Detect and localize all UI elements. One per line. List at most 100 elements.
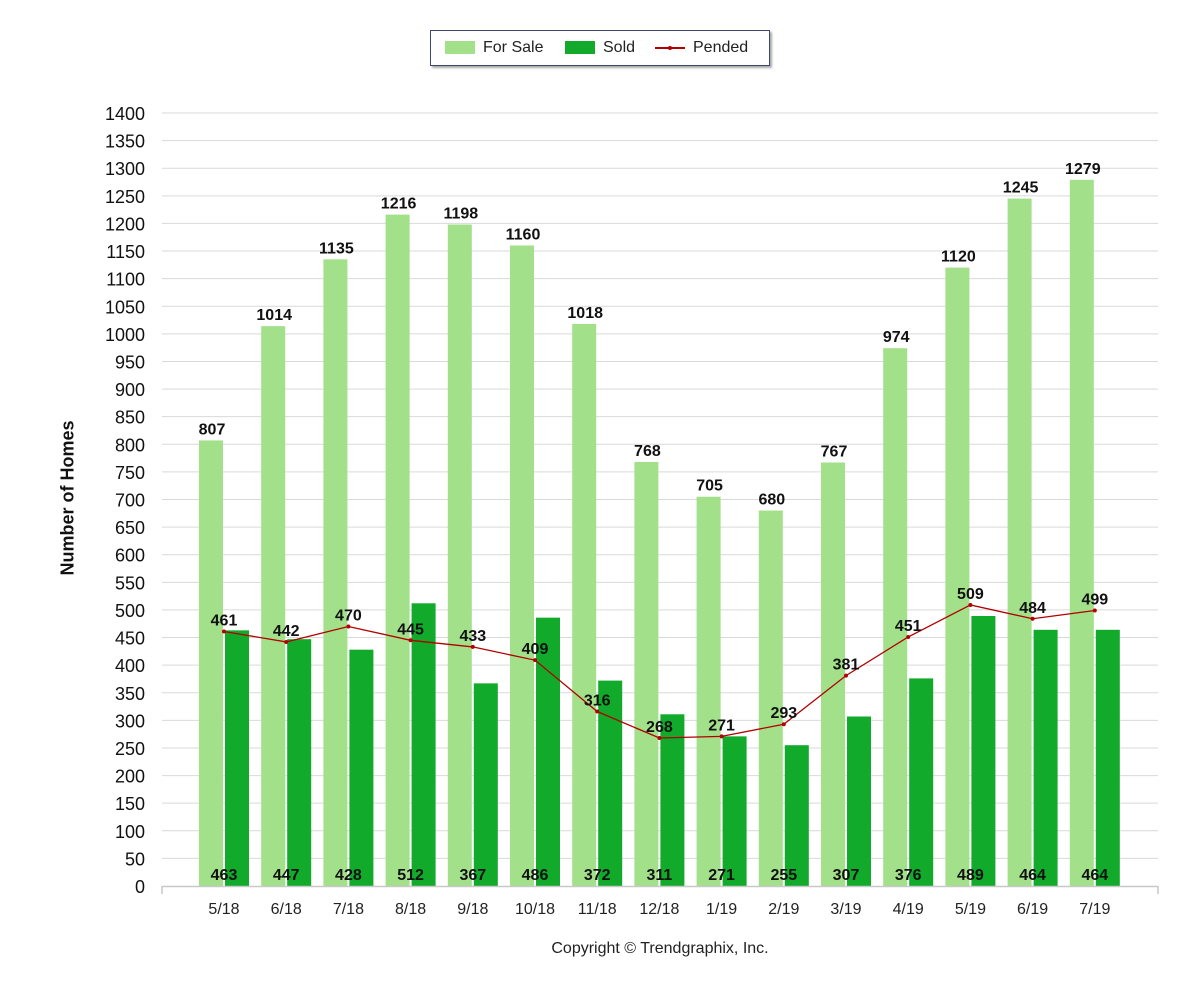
x-tick-label: 3/19 [830,901,861,918]
legend-swatch-pended [655,41,685,54]
bar-for-sale [199,440,223,886]
point-pended [1092,608,1097,613]
point-pended [346,624,351,629]
bar-for-sale [1007,198,1032,886]
y-tick-label: 650 [115,518,145,538]
x-tick-label: 4/19 [893,901,924,918]
y-tick-label: 700 [115,491,145,511]
data-label-for-sale: 974 [883,329,910,346]
y-tick-label: 250 [115,739,145,759]
data-label-pended: 461 [211,612,238,629]
data-label-for-sale: 1279 [1065,161,1101,178]
bar-for-sale [634,461,659,886]
bar-sold [784,745,809,886]
data-label-pended: 409 [522,641,549,658]
data-label-for-sale: 1135 [319,240,354,257]
bar-for-sale [323,259,348,886]
y-tick-label: 800 [115,435,145,455]
y-tick-label: 1150 [106,242,145,262]
data-label-for-sale: 1014 [256,307,292,324]
data-label-sold: 367 [459,867,486,884]
data-label-sold: 255 [770,867,797,884]
point-pended [781,722,786,727]
x-tick-label: 7/19 [1079,901,1110,918]
bar-sold [411,603,436,886]
bar-sold [660,714,685,886]
bar-sold [598,680,623,886]
data-label-sold: 307 [833,867,860,884]
y-tick-label: 600 [115,546,145,566]
line-layer [222,602,1097,741]
bar-for-sale [261,326,286,886]
legend: For Sale Sold Pended [430,30,770,66]
bar-for-sale [883,348,908,886]
y-tick-label: 200 [115,767,145,787]
y-tick-label: 1050 [105,297,145,317]
bar-for-sale [510,245,534,886]
data-label-for-sale: 768 [634,443,661,460]
bar-sold [225,630,249,886]
legend-label-sold: Sold [603,39,636,56]
x-tick-label: 6/19 [1017,901,1048,918]
y-tick-label: 950 [115,352,145,372]
bar-sold [473,683,498,886]
point-pended [470,644,475,649]
data-label-pended: 268 [646,719,673,736]
bar-for-sale [572,323,597,886]
legend-item-pended[interactable]: Pended [655,39,748,57]
data-label-for-sale: 1120 [941,249,976,266]
bar-for-sale [696,496,721,886]
data-label-pended: 470 [335,607,362,624]
bar-sold [536,617,560,886]
x-tick-label: 12/18 [639,901,679,918]
y-tick-label: 850 [115,408,145,428]
data-label-sold: 463 [211,867,238,884]
point-pended [657,736,662,741]
point-pended [968,602,973,607]
data-label-pended: 433 [459,628,486,645]
axis-layer: 0 50 100 150 200 250 300 350 400 450 500 550 600 650 7… [105,104,1159,918]
data-label-sold: 311 [646,867,672,884]
y-tick-label: 1250 [105,187,145,207]
y-tick-label: 550 [115,573,145,593]
x-tick-label: 8/18 [395,901,426,918]
legend-item-sold[interactable]: Sold [565,39,635,57]
data-label-sold: 447 [273,867,300,884]
bar-layer [199,179,1120,887]
data-label-sold: 464 [1081,867,1108,884]
legend-label-pended: Pended [693,39,749,56]
bar-sold [1095,629,1120,886]
x-tick-label: 7/18 [333,901,364,918]
data-label-sold: 271 [708,867,735,884]
point-pended [1030,616,1035,621]
bar-for-sale [945,267,970,887]
label-layer: 807 463 461 1014 447 442 1135 428 470 1216 512 445 1… [199,161,1109,884]
data-label-pended: 271 [708,717,735,734]
y-tick-label: 0 [135,877,145,897]
y-tick-label: 1300 [105,159,145,179]
bar-sold [349,649,374,886]
bar-for-sale [447,224,472,887]
data-label-for-sale: 1198 [443,206,478,223]
y-axis-title: Number of Homes [57,420,78,576]
bar-sold [1033,629,1058,886]
bar-sold [909,678,934,886]
bar-sold [287,639,312,886]
x-tick-label: 2/19 [768,901,799,918]
y-tick-label: 400 [115,656,145,676]
data-label-sold: 489 [957,867,984,884]
data-label-pended: 316 [584,693,611,710]
x-tick-label: 9/18 [457,901,488,918]
y-tick-label: 1350 [105,132,145,152]
bar-for-sale [758,510,783,886]
legend-swatch-for-sale [445,41,475,55]
legend-item-for-sale[interactable]: For Sale [445,39,543,57]
point-pended [284,639,289,644]
data-label-pended: 293 [770,705,797,722]
data-label-pended: 499 [1081,591,1108,608]
x-tick-label: 5/19 [955,901,986,918]
bar-for-sale [385,214,410,886]
y-tick-label: 750 [115,463,145,483]
